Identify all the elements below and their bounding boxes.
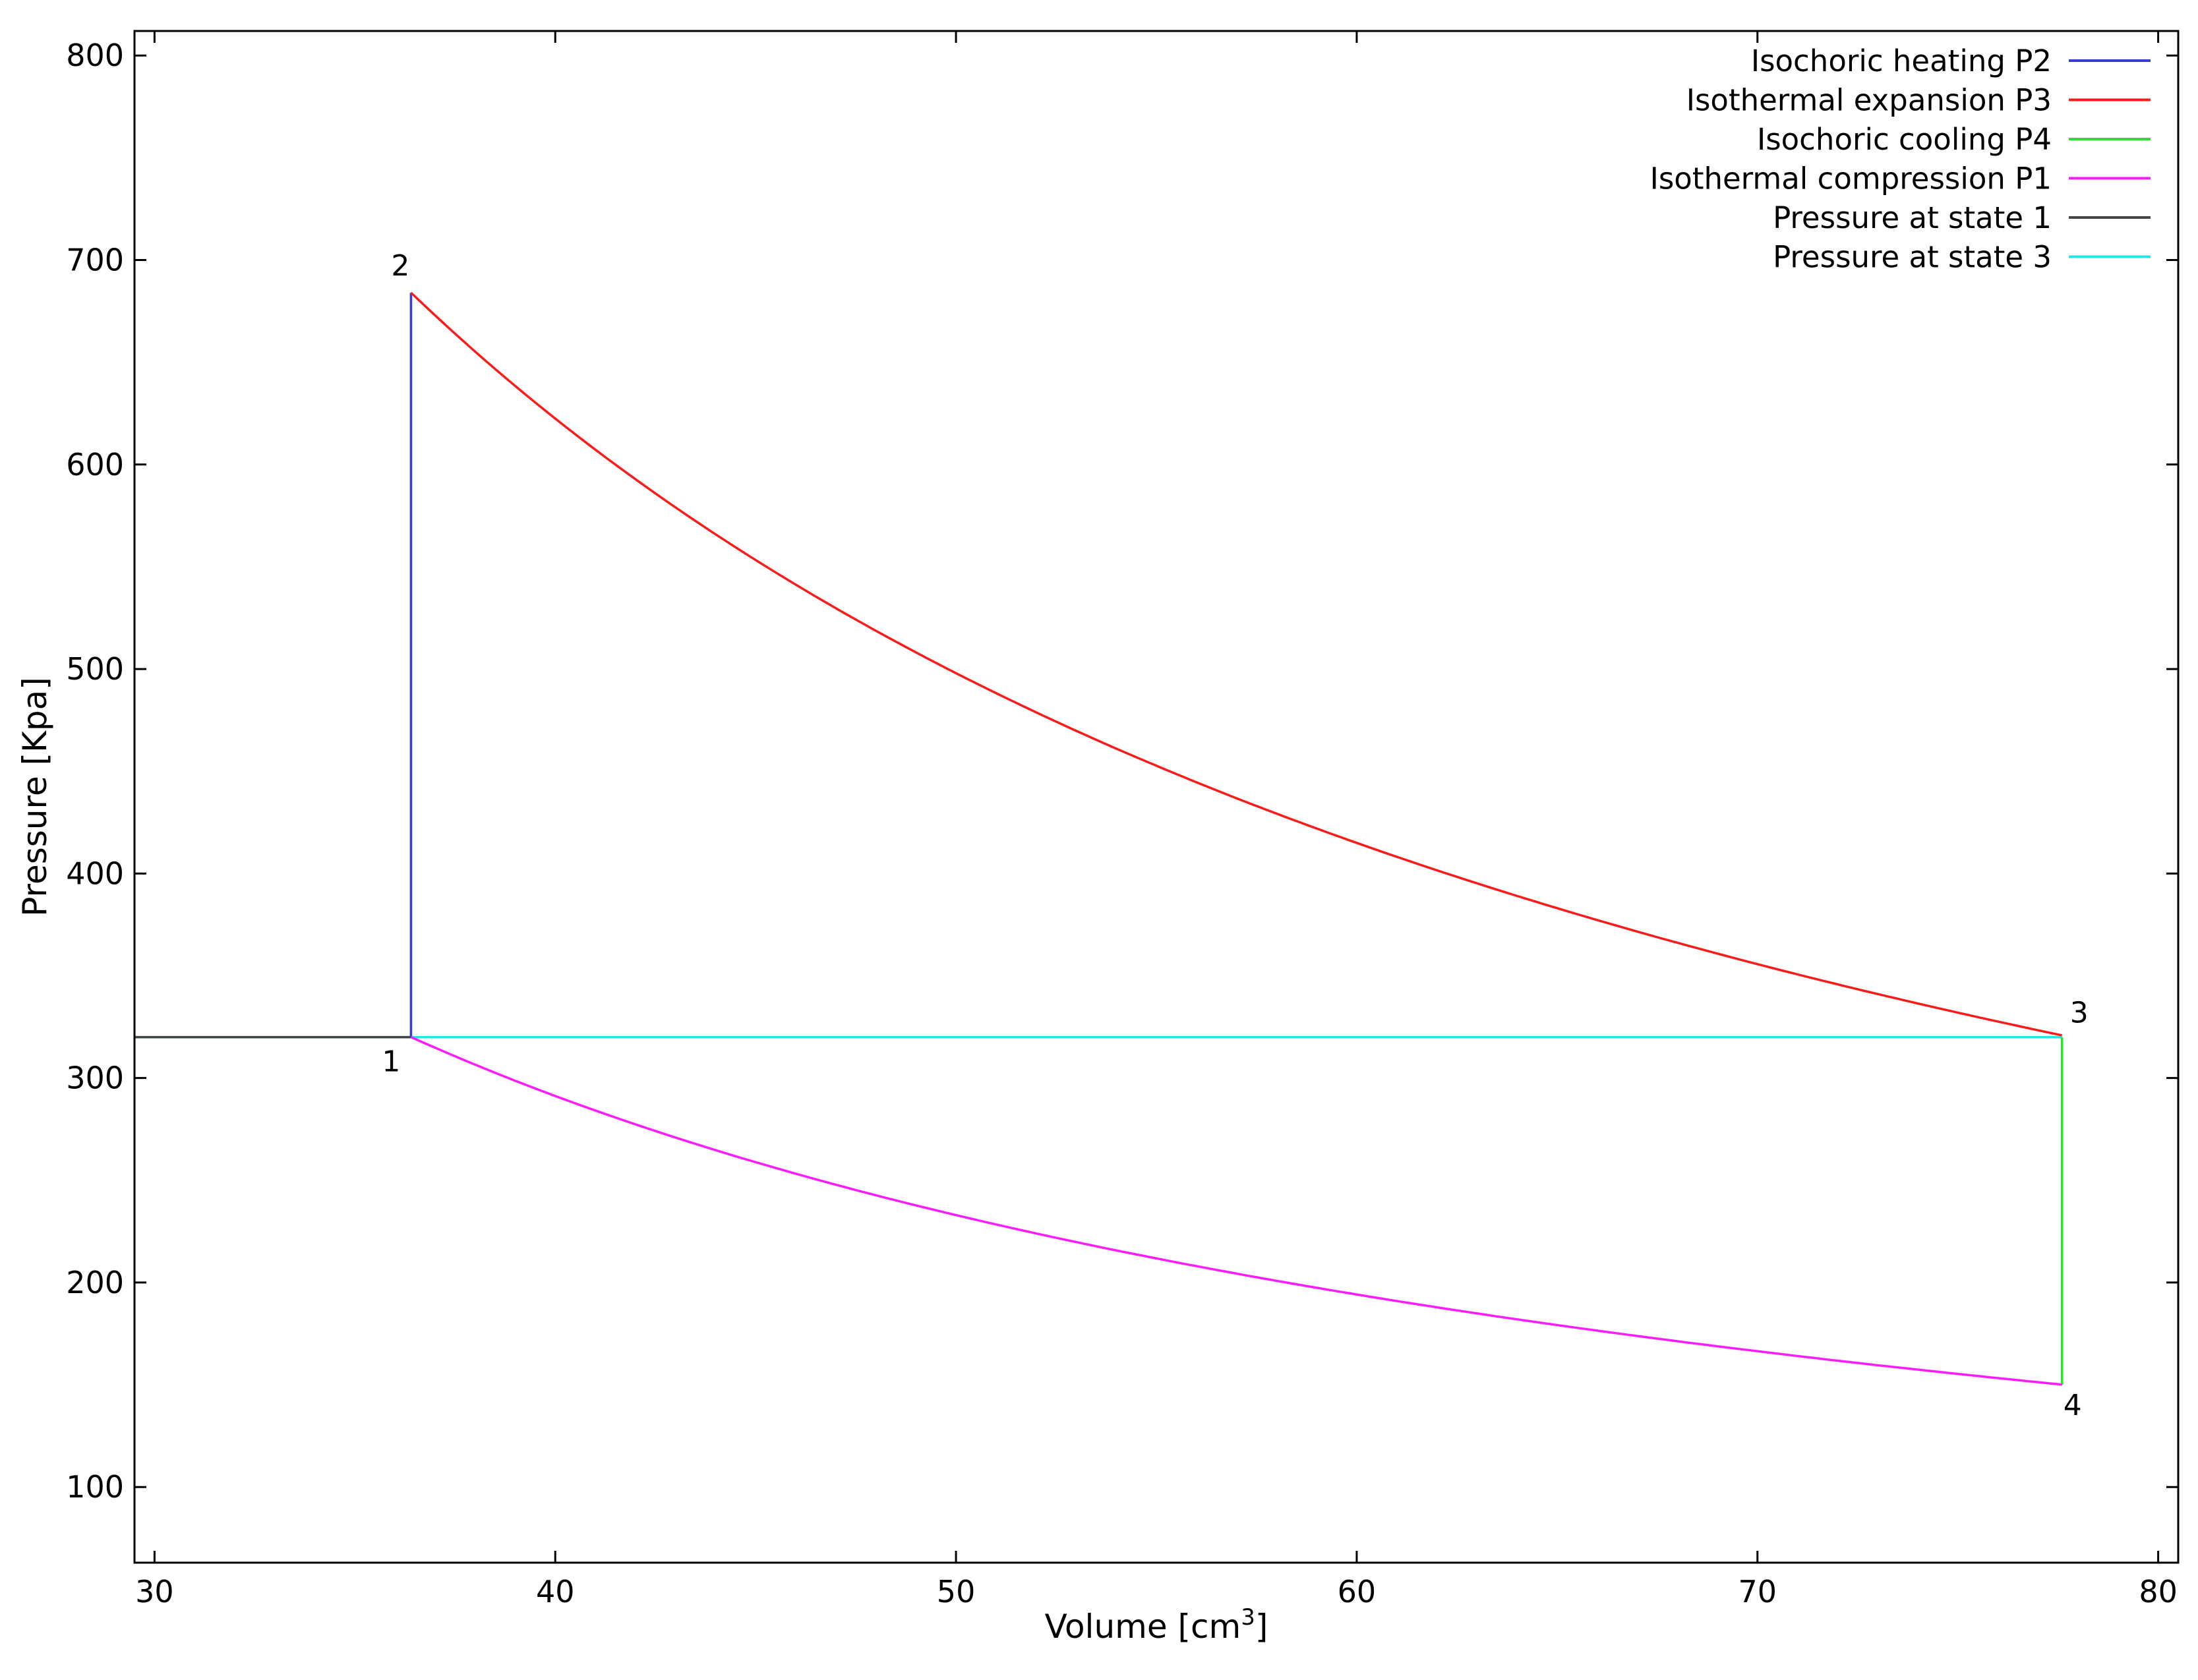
y-tick-label: 200 [66,1265,124,1300]
state-label: 2 [391,249,409,283]
legend: Isochoric heating P2 Isothermal expansion… [1650,43,2151,275]
state-labels: 1 2 3 4 [382,249,2088,1422]
x-axis: 30 40 50 60 70 80 [135,31,2178,1609]
y-axis-title: Pressure [Kpa] [16,677,54,917]
series-line-3 [410,1036,2062,1386]
x-axis-title-sup: 3 [1241,1604,1255,1631]
y-axis: 100 200 300 400 500 600 700 800 [66,38,2178,1505]
legend-label: Pressure at state 1 [1773,200,2052,235]
x-tick-label: 80 [2139,1574,2178,1609]
plot-lines [134,291,2064,1386]
state-label: 4 [2064,1389,2082,1422]
y-tick-label: 600 [66,447,124,482]
y-tick-label: 700 [66,243,124,278]
state-label: 3 [2070,997,2089,1030]
legend-label: Isothermal compression P1 [1650,161,2052,196]
series-line-1 [410,291,2063,1037]
x-tick-label: 70 [1738,1574,1777,1609]
legend-label: Isochoric heating P2 [1751,43,2052,78]
y-tick-label: 300 [66,1060,124,1096]
x-tick-label: 50 [937,1574,976,1609]
x-axis-title: Volume [cm3] [1045,1604,1268,1646]
legend-label: Isothermal expansion P3 [1686,83,2052,118]
x-axis-title-close: ] [1255,1608,1268,1646]
plot-frame [133,30,2180,1564]
x-axis-title-main: Volume [cm [1045,1608,1241,1646]
legend-label: Pressure at state 3 [1773,240,2052,275]
state-label: 1 [382,1045,400,1079]
x-tick-label: 30 [135,1574,174,1609]
x-tick-label: 40 [536,1574,575,1609]
y-tick-label: 500 [66,651,124,687]
y-tick-label: 100 [66,1469,124,1505]
x-tick-label: 60 [1338,1574,1377,1609]
y-tick-label: 800 [66,38,124,73]
legend-label: Isochoric cooling P4 [1757,122,2052,157]
y-tick-label: 400 [66,855,124,891]
